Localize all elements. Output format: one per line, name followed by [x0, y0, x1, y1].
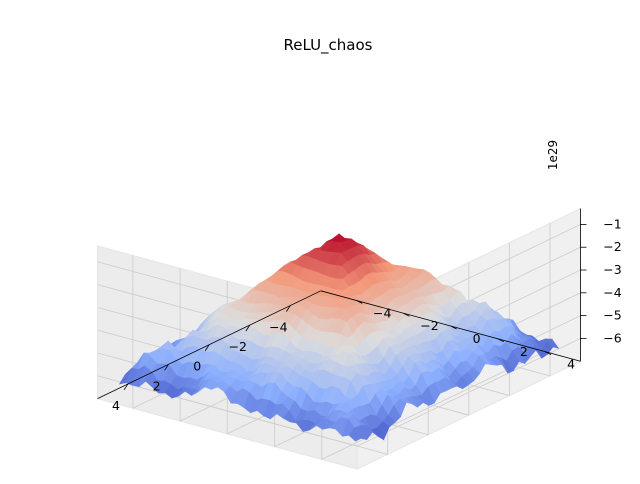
x-tick-mark — [286, 305, 291, 312]
surface-plot — [118, 233, 560, 442]
x-tick-mark — [123, 383, 129, 391]
tick-labels: −4 −2 0 2 4 −4 −2 0 2 4 −1 −2 −3 −4 −5 −6 — [112, 216, 622, 413]
axis-lines — [97, 208, 587, 399]
y-tick-label: 0 — [473, 331, 481, 346]
x-tick-label: 4 — [112, 398, 120, 413]
x-tick-label: 2 — [153, 378, 161, 393]
x-tick-label: 0 — [193, 359, 201, 374]
z-tick-label: −2 — [603, 239, 621, 254]
x-tick-label: −2 — [229, 339, 247, 354]
x-tick-mark — [164, 364, 169, 371]
z-tick-label: −4 — [603, 285, 621, 300]
y-tick-label: −4 — [373, 305, 391, 320]
z-offset-label: 1e29 — [546, 140, 560, 170]
x-axis-line — [97, 290, 322, 399]
surface-patch — [348, 427, 362, 442]
y-tick-label: 2 — [520, 344, 528, 359]
z-tick-label: −5 — [603, 308, 621, 323]
x-tick-mark — [204, 344, 210, 351]
chart-title: ReLU_chaos — [283, 36, 372, 55]
x-tick-label: −4 — [269, 320, 287, 335]
z-tick-label: −1 — [603, 216, 621, 231]
y-tick-mark — [544, 351, 552, 355]
x-tick-mark — [245, 324, 251, 332]
y-tick-label: −2 — [420, 318, 438, 333]
y-tick-mark — [497, 338, 505, 343]
y-tick-mark — [450, 325, 457, 330]
z-tick-label: −3 — [603, 262, 621, 277]
grid-line-z — [97, 337, 581, 447]
y-tick-mark — [403, 312, 410, 317]
z-tick-label: −6 — [603, 330, 621, 345]
y-tick-mark — [356, 300, 363, 304]
y-tick-label: 4 — [567, 357, 575, 372]
